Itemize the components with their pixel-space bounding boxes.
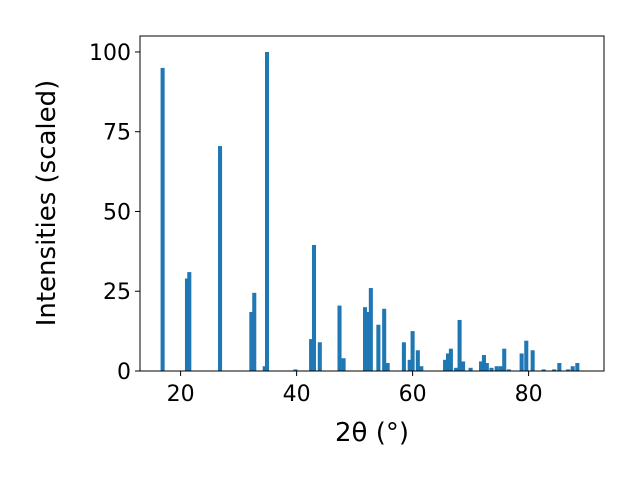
bar	[552, 369, 557, 371]
y-tick-label: 50	[103, 200, 131, 225]
bar	[160, 67, 165, 372]
plot-frame	[139, 35, 605, 372]
bar	[484, 363, 489, 371]
x-tick-label: 20	[167, 382, 195, 407]
bar	[519, 353, 524, 371]
bar	[457, 319, 462, 371]
bar	[363, 307, 368, 371]
x-axis: 20 40 60 80	[167, 371, 543, 407]
bar	[385, 363, 390, 371]
bars-group	[160, 51, 580, 372]
bar	[575, 363, 580, 371]
bar	[468, 367, 473, 371]
bar	[489, 367, 494, 371]
bar	[262, 366, 267, 371]
bar	[184, 278, 190, 371]
bar	[410, 331, 415, 371]
y-tick-label: 25	[103, 280, 131, 305]
bar	[341, 358, 346, 371]
x-tick-label: 40	[283, 382, 311, 407]
bar	[524, 340, 529, 371]
bar	[530, 350, 535, 371]
bar	[252, 292, 257, 371]
y-tick-label: 100	[89, 41, 131, 66]
bar	[566, 369, 571, 371]
bar	[407, 359, 412, 371]
bar	[479, 361, 484, 371]
bar	[481, 355, 486, 371]
bar	[541, 369, 546, 371]
y-axis: 0 25 50 75 100	[89, 41, 140, 385]
bar	[401, 342, 406, 371]
bar	[445, 353, 451, 371]
bar	[309, 339, 314, 371]
y-axis-title: Intensities (scaled)	[32, 80, 62, 327]
x-tick-label: 60	[399, 382, 427, 407]
y-tick-label: 75	[103, 121, 131, 146]
bar	[187, 272, 192, 371]
bar	[415, 350, 420, 371]
bar	[317, 342, 322, 371]
y-tick-label: 0	[117, 360, 131, 385]
bar	[448, 348, 453, 371]
bar	[368, 288, 373, 371]
bar	[557, 363, 562, 371]
bar	[218, 146, 223, 371]
bar	[461, 361, 466, 371]
bar	[264, 51, 270, 371]
bar	[498, 366, 503, 371]
bar	[502, 348, 507, 371]
bar	[382, 308, 387, 371]
bar	[311, 244, 317, 371]
bar	[454, 367, 459, 371]
bar	[494, 366, 499, 371]
bar	[376, 324, 381, 371]
bar	[249, 311, 254, 371]
bar	[443, 359, 448, 371]
bar	[419, 366, 424, 371]
bar	[365, 311, 370, 371]
x-tick-label: 80	[515, 382, 543, 407]
bar	[337, 305, 342, 371]
bar	[293, 369, 298, 371]
bar	[570, 366, 575, 371]
x-axis-title: 2θ (°)	[335, 418, 409, 448]
bar	[506, 369, 511, 371]
